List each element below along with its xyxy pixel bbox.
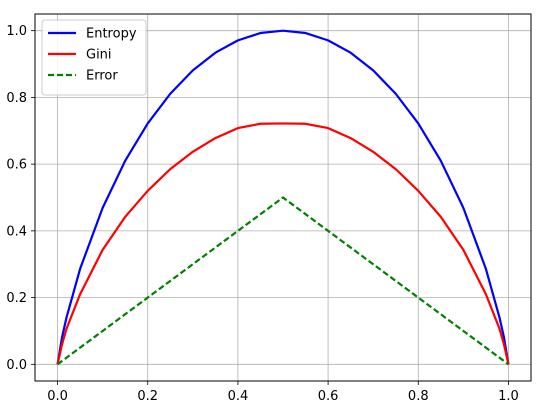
legend-label-entropy: Entropy	[86, 27, 137, 42]
y-tick-label: 0.2	[6, 291, 27, 306]
series-line-gini	[56, 122, 510, 365]
axis-ticks: 0.0 0.2 0.4 0.6 0.8 1.0 0.0 0.2 0.4 0.6 0.8 1.0	[6, 24, 518, 404]
x-tick-label: 0.4	[228, 389, 249, 404]
x-tick-label: 0.6	[318, 389, 339, 404]
series-line-error	[56, 196, 510, 366]
legend-label-gini: Gini	[86, 48, 112, 63]
x-tick-label: 0.0	[47, 389, 68, 404]
y-tick-label: 0.0	[6, 358, 27, 373]
x-tick-label: 1.0	[498, 389, 519, 404]
y-tick-label: 0.6	[6, 158, 27, 173]
plot-frame	[34, 13, 532, 382]
legend: Entropy Gini Error	[41, 19, 147, 96]
legend-label-error: Error	[86, 69, 118, 84]
y-tick-label: 0.8	[6, 91, 27, 106]
x-tick-label: 0.2	[137, 389, 158, 404]
y-tick-label: 1.0	[6, 24, 27, 39]
series-line-entropy	[56, 29, 510, 365]
y-tick-label: 0.4	[6, 224, 27, 239]
x-tick-label: 0.8	[408, 389, 429, 404]
series-lines	[56, 29, 510, 366]
legend-box	[41, 19, 147, 96]
